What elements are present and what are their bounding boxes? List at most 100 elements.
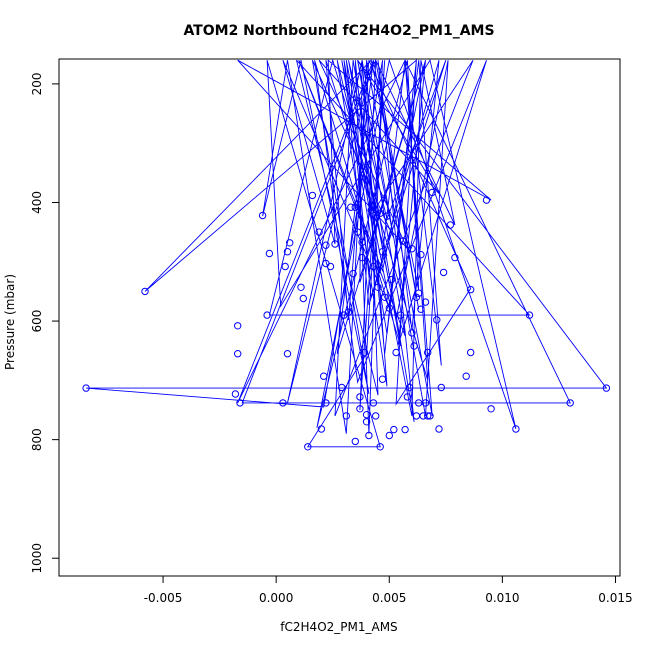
y-tick-label: 800 xyxy=(30,428,44,451)
data-point xyxy=(487,405,495,413)
x-tick-label: 0.015 xyxy=(598,591,632,605)
data-point xyxy=(322,241,330,249)
data-point xyxy=(383,212,391,220)
data-point xyxy=(283,350,292,358)
data-point xyxy=(376,209,384,217)
data-point xyxy=(338,383,346,392)
data-point xyxy=(342,412,350,420)
data-point xyxy=(378,375,387,383)
data-point xyxy=(421,298,430,306)
marker-layer xyxy=(82,188,611,451)
x-tick-label: 0.010 xyxy=(485,591,519,605)
data-point xyxy=(410,342,418,350)
data-point xyxy=(525,311,534,319)
data-point xyxy=(376,443,384,451)
data-point xyxy=(365,431,373,440)
data-point xyxy=(417,251,425,259)
data-point xyxy=(263,311,271,319)
data-point xyxy=(358,253,366,262)
data-point xyxy=(320,372,328,380)
data-point xyxy=(435,425,443,433)
data-point xyxy=(412,293,421,301)
x-tick-label: 0.005 xyxy=(372,591,406,605)
data-point xyxy=(408,329,416,337)
data-point xyxy=(374,283,382,291)
data-point xyxy=(281,262,289,271)
y-tick-label: 400 xyxy=(30,191,44,214)
data-point xyxy=(353,228,362,236)
data-point xyxy=(602,384,611,392)
data-point xyxy=(446,221,454,229)
data-point xyxy=(467,348,475,357)
data-point xyxy=(405,383,414,392)
x-axis: -0.005 0.000 0.005 0.010 0.015 xyxy=(144,576,633,605)
y-tick-label: 1000 xyxy=(30,543,44,574)
data-point xyxy=(421,399,430,407)
data-point xyxy=(297,283,305,291)
data-point xyxy=(326,262,335,271)
series-line xyxy=(86,59,608,448)
data-point xyxy=(369,399,378,407)
data-point xyxy=(322,399,330,407)
data-point xyxy=(415,289,423,297)
data-point xyxy=(286,239,294,247)
data-point xyxy=(437,383,445,392)
x-axis-label: fC2H4O2_PM1_AMS xyxy=(280,620,397,634)
data-point xyxy=(396,311,405,319)
data-point xyxy=(234,322,242,330)
data-point xyxy=(385,431,393,440)
y-axis-label: Pressure (mbar) xyxy=(3,274,17,370)
data-point xyxy=(381,293,389,301)
series-layer xyxy=(86,59,608,448)
data-point xyxy=(347,203,355,211)
data-point xyxy=(362,418,371,426)
data-point xyxy=(385,304,393,312)
data-point xyxy=(403,393,412,401)
data-point xyxy=(231,390,240,398)
data-point xyxy=(279,399,287,407)
data-point xyxy=(360,348,369,357)
data-point xyxy=(512,425,520,433)
data-point xyxy=(424,348,432,357)
data-point xyxy=(392,348,400,357)
data-point xyxy=(372,412,380,420)
data-point xyxy=(426,412,434,420)
data-point xyxy=(358,238,366,246)
data-point xyxy=(367,206,375,214)
data-point xyxy=(417,305,425,313)
data-point xyxy=(467,285,475,294)
data-point xyxy=(462,372,470,380)
data-point xyxy=(401,425,409,434)
data-point xyxy=(408,245,416,253)
y-axis: 200 400 600 800 1000 xyxy=(30,72,59,573)
data-point xyxy=(482,196,491,204)
data-point xyxy=(258,211,267,220)
data-point xyxy=(344,308,353,316)
data-point xyxy=(299,294,307,303)
data-point xyxy=(356,405,364,413)
data-point xyxy=(304,443,312,451)
data-point xyxy=(283,248,292,256)
data-point xyxy=(451,253,459,262)
data-point xyxy=(351,437,359,446)
data-point xyxy=(234,350,242,358)
data-point xyxy=(353,200,362,209)
data-point xyxy=(315,228,323,236)
plot-frame xyxy=(58,58,621,577)
data-point xyxy=(433,316,441,324)
x-tick-label: -0.005 xyxy=(144,591,183,605)
data-point xyxy=(362,411,371,419)
data-point xyxy=(265,249,274,258)
data-point xyxy=(424,412,432,420)
data-point xyxy=(390,425,398,434)
data-point xyxy=(308,191,317,200)
data-point xyxy=(236,399,244,407)
data-point xyxy=(387,275,396,284)
data-point xyxy=(356,393,364,401)
data-point xyxy=(141,287,149,296)
data-point xyxy=(439,268,448,277)
y-tick-label: 200 xyxy=(30,72,44,95)
data-point xyxy=(82,384,90,392)
chart-title: ATOM2 Northbound fC2H4O2_PM1_AMS xyxy=(183,23,494,39)
